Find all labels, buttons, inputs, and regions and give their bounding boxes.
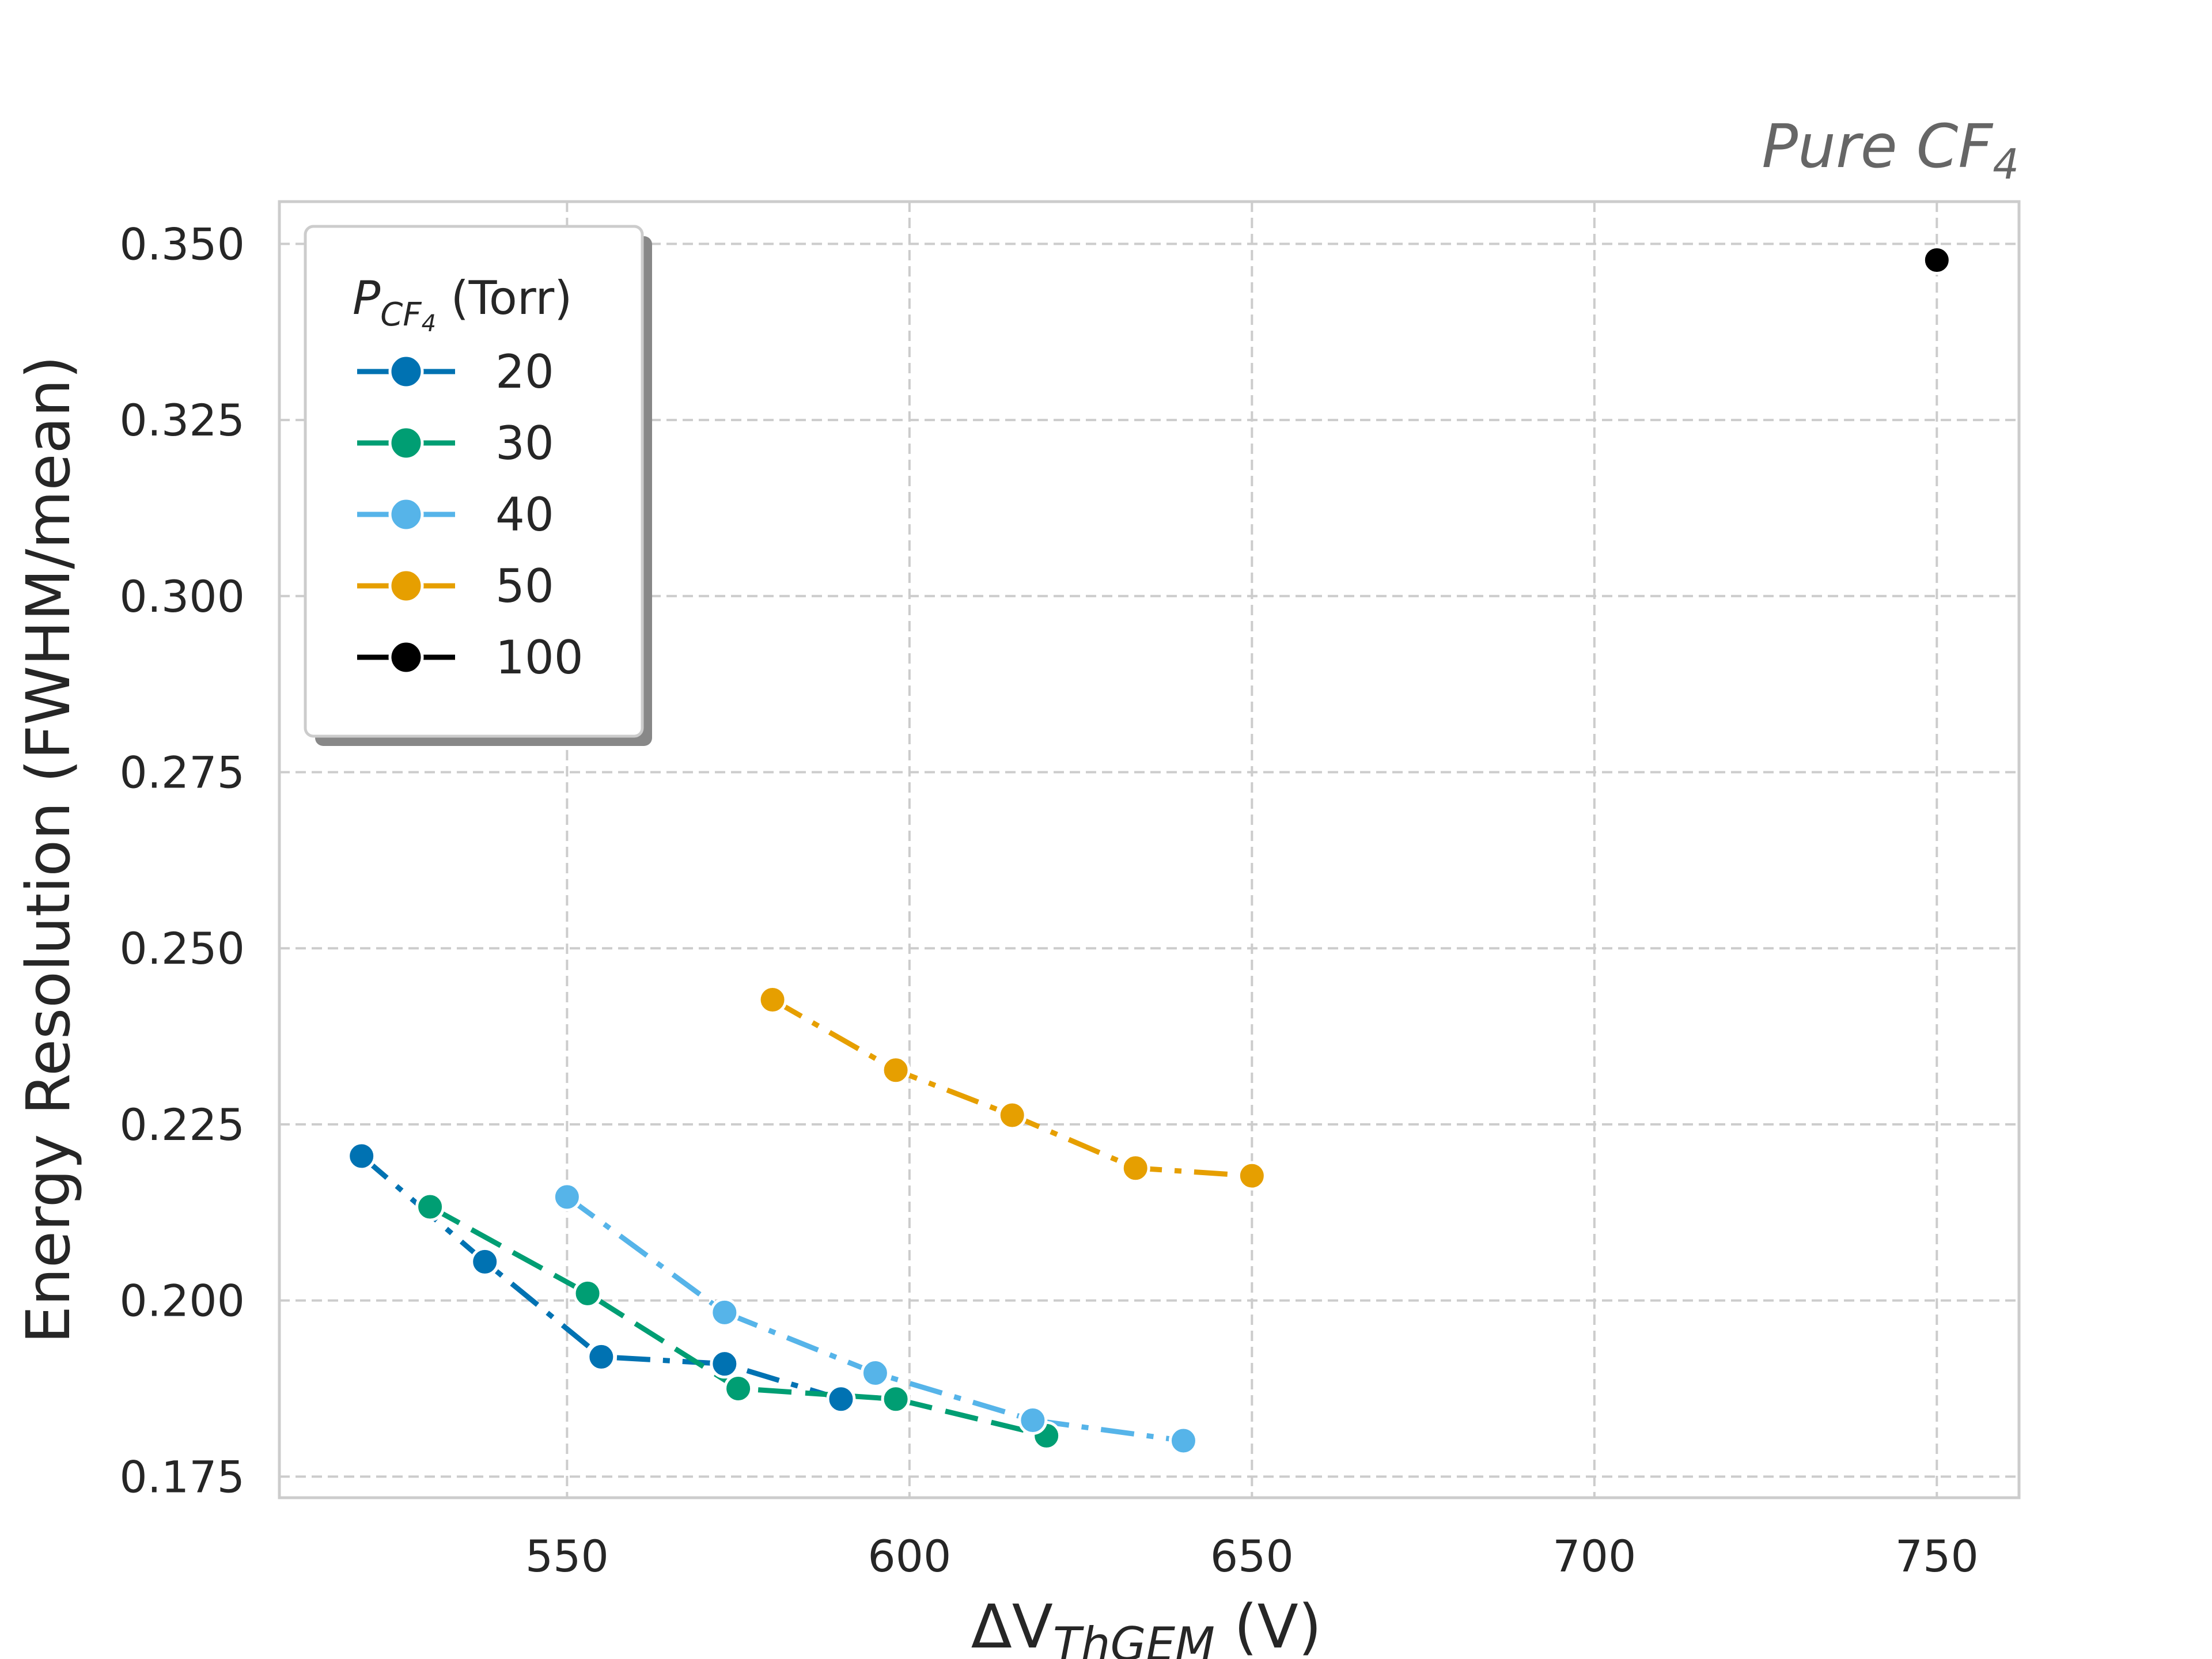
x-tick-label: 600 — [868, 1531, 951, 1582]
data-point-30 — [573, 1278, 603, 1308]
data-point-40 — [1018, 1405, 1048, 1435]
legend-entry-40: 40 — [357, 488, 554, 541]
legend-label: 30 — [495, 416, 554, 470]
data-point-20 — [470, 1247, 500, 1277]
y-tick-label: 0.275 — [119, 747, 245, 798]
data-point-50 — [1237, 1161, 1267, 1191]
data-point-20 — [710, 1349, 740, 1379]
legend-label: 20 — [495, 345, 554, 399]
legend-label: 100 — [495, 631, 584, 684]
x-tick-label: 650 — [1210, 1531, 1294, 1582]
legend-entry-100: 100 — [357, 631, 584, 684]
legend-marker — [388, 568, 424, 604]
legend-entry-20: 20 — [357, 345, 554, 399]
data-point-40 — [1168, 1426, 1198, 1456]
data-point-40 — [710, 1297, 740, 1327]
x-tick-label: 550 — [525, 1531, 609, 1582]
y-tick-label: 0.175 — [119, 1451, 245, 1502]
data-point-20 — [826, 1384, 856, 1414]
legend-entries: 20 30 40 50 100 — [357, 345, 584, 684]
legend-label: 50 — [495, 559, 554, 613]
data-point-40 — [552, 1182, 582, 1212]
legend-marker — [388, 497, 424, 532]
x-tick-label: 750 — [1895, 1531, 1979, 1582]
y-tick-label: 0.200 — [119, 1275, 245, 1327]
data-point-50 — [997, 1100, 1027, 1130]
data-point-50 — [881, 1055, 911, 1085]
y-tick-label: 0.300 — [119, 571, 245, 622]
legend-marker — [388, 425, 424, 461]
legend-label: 40 — [495, 488, 554, 541]
data-point-100 — [1922, 245, 1952, 275]
legend: PCF4 (Torr) 20 30 40 50 100 — [304, 225, 652, 746]
data-point-50 — [1120, 1153, 1150, 1183]
chart-title: Pure CF4 — [1762, 111, 2019, 188]
data-point-20 — [347, 1141, 377, 1171]
data-point-20 — [586, 1342, 616, 1372]
x-axis-label: ΔVThGEM (V) — [971, 1592, 1322, 1659]
data-point-40 — [860, 1358, 890, 1388]
y-tick-label: 0.325 — [119, 395, 245, 446]
series-markers — [347, 245, 1952, 1456]
y-tick-label: 0.225 — [119, 1099, 245, 1150]
data-point-30 — [724, 1373, 753, 1403]
y-axis-label: Energy Resolution (FWHM/mean) — [13, 355, 84, 1343]
data-point-30 — [415, 1192, 445, 1222]
data-point-30 — [881, 1384, 911, 1414]
y-tick-label: 0.250 — [119, 923, 245, 974]
legend-entry-30: 30 — [357, 416, 554, 470]
legend-entry-50: 50 — [357, 559, 554, 613]
legend-marker — [388, 354, 424, 389]
data-point-50 — [757, 984, 787, 1014]
y-tick-label: 0.350 — [119, 218, 245, 270]
y-tick-labels: 0.175 0.200 0.225 0.250 0.275 0.300 0.325 0.350 — [119, 218, 245, 1502]
x-tick-label: 700 — [1552, 1531, 1636, 1582]
legend-title: PCF4 (Torr) — [353, 271, 572, 337]
legend-marker — [388, 639, 424, 675]
plot-frame — [278, 200, 2021, 1499]
legend-box — [304, 225, 644, 738]
x-tick-labels: 550 600 650 700 750 — [525, 1531, 1979, 1582]
